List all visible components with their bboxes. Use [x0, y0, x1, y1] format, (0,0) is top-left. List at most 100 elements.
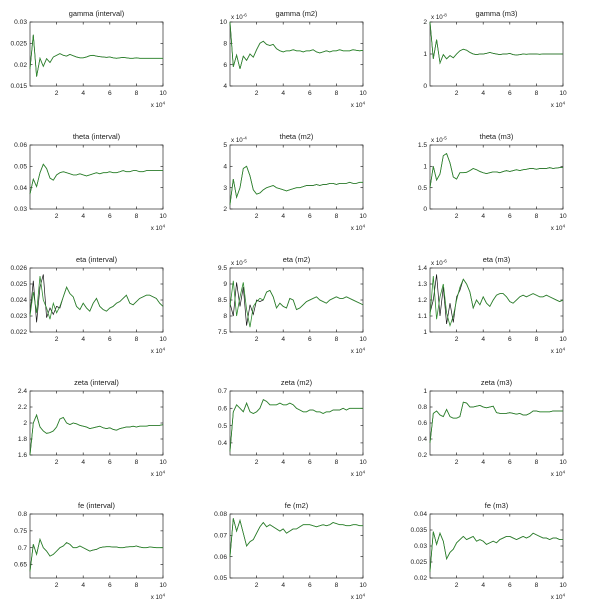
y-tick-label: 8 — [223, 313, 227, 320]
subplot-title: gamma (m3) — [476, 9, 518, 18]
y-tick-label: 8 — [223, 41, 227, 48]
subplot-eta-m3: eta (m3) x 10-6 2 4 6 8 10 x 104 1 1.1 1.2 1.3 1.4 — [400, 246, 600, 369]
trace-line-black — [229, 399, 363, 452]
trace-line-green — [229, 518, 363, 557]
x-tick-label: 10 — [359, 459, 367, 466]
x-tick-label: 6 — [108, 90, 112, 97]
axes-box — [229, 390, 364, 456]
x-tick-label: 8 — [335, 213, 339, 220]
axes-box — [29, 144, 164, 210]
y-tick-label: 0.023 — [10, 313, 27, 320]
x-axis-exponent-label: x 104 — [351, 101, 366, 110]
y-tick-label: 0.025 — [10, 41, 27, 48]
x-tick-label: 8 — [135, 336, 139, 343]
x-tick-label: 4 — [81, 336, 85, 343]
trace-line-black — [229, 21, 364, 69]
subplot-theta-m3: theta (m3) x 10-5 2 4 6 8 10 x 104 0 0.5 1 1.5 — [400, 123, 600, 246]
x-tick-label: 10 — [359, 582, 367, 589]
x-tick-label: 10 — [159, 90, 167, 97]
y-tick-label: 0.5 — [218, 423, 227, 430]
x-tick-label: 4 — [281, 582, 285, 589]
x-tick-label: 2 — [55, 336, 59, 343]
x-tick-label: 6 — [308, 336, 312, 343]
trace-line-black — [29, 538, 163, 572]
x-tick-label: 4 — [481, 459, 485, 466]
subplot-eta-interval: eta (interval) 2 4 6 8 10 x 104 0.022 0.023 0.024… — [0, 246, 200, 369]
y-tick-label: 2.4 — [18, 388, 27, 395]
x-tick-label: 6 — [508, 582, 512, 589]
x-axis-exponent-label: x 104 — [551, 347, 566, 356]
x-axis-exponent-label: x 104 — [551, 470, 566, 479]
x-tick-label: 6 — [108, 213, 112, 220]
trace-line-green — [229, 399, 363, 452]
subplot-title: eta (interval) — [76, 255, 117, 264]
subplot-canvas-theta-m2: theta (m2) x 10-4 2 4 6 8 10 x 104 2 3 4 5 — [223, 132, 367, 232]
x-tick-label: 2 — [55, 213, 59, 220]
subplot-theta-interval: theta (interval) 2 4 6 8 10 x 104 0.03 0.04 0.05 0… — [0, 123, 200, 246]
x-tick-label: 6 — [308, 582, 312, 589]
x-tick-label: 8 — [535, 90, 539, 97]
subplot-title: eta (m3) — [483, 255, 511, 264]
y-tick-label: 2 — [23, 420, 27, 427]
subplot-eta-m2: eta (m2) x 10-5 2 4 6 8 10 x 104 7.5 8 8.5 9 9.5 — [200, 246, 400, 369]
x-tick-label: 2 — [255, 336, 259, 343]
axes-box — [429, 144, 564, 210]
subplot-canvas-fe-m2: fe (m2) 2 4 6 8 10 x 104 0.05 0.06 0.07 0.08 — [214, 501, 367, 602]
x-tick-label: 8 — [335, 90, 339, 97]
axes-box — [429, 513, 564, 579]
x-tick-label: 4 — [81, 459, 85, 466]
subplot-canvas-gamma-interval: gamma (interval) 2 4 6 8 10 x 104 0.015 0.02 0.02… — [10, 9, 167, 109]
trace-line-green — [429, 21, 563, 65]
x-axis-exponent-label: x 104 — [551, 101, 566, 110]
x-tick-label: 8 — [135, 213, 139, 220]
y-tick-label: 1 — [423, 51, 427, 58]
axes-box — [29, 21, 164, 87]
x-tick-label: 8 — [135, 459, 139, 466]
x-axis-exponent-label: x 104 — [551, 593, 566, 602]
y-tick-label: 0.06 — [14, 142, 27, 149]
y-tick-label: 0.02 — [414, 575, 427, 582]
trace-line-green — [29, 413, 164, 456]
x-tick-label: 6 — [508, 336, 512, 343]
x-tick-label: 10 — [159, 582, 167, 589]
trace-line-black — [229, 165, 363, 205]
subplot-title: fe (m3) — [485, 501, 508, 510]
x-tick-label: 10 — [559, 336, 567, 343]
trace-line-black — [429, 274, 564, 325]
x-tick-label: 4 — [281, 459, 285, 466]
x-tick-label: 10 — [159, 459, 167, 466]
x-tick-label: 4 — [81, 582, 85, 589]
y-tick-label: 7.5 — [218, 329, 227, 336]
x-tick-label: 6 — [308, 459, 312, 466]
y-tick-label: 0.025 — [10, 281, 27, 288]
x-tick-label: 4 — [481, 582, 485, 589]
trace-line-green — [429, 275, 564, 327]
y-axis-exponent-label: x 10-6 — [231, 13, 247, 22]
trace-line-black — [229, 282, 364, 326]
subplot-title: fe (m2) — [285, 501, 308, 510]
axes-box — [429, 267, 564, 333]
x-tick-label: 2 — [55, 459, 59, 466]
y-tick-label: 1 — [423, 164, 427, 171]
y-tick-label: 0.4 — [418, 436, 427, 443]
x-tick-label: 2 — [255, 582, 259, 589]
y-tick-label: 3 — [223, 185, 227, 192]
x-tick-label: 2 — [55, 582, 59, 589]
subplot-canvas-gamma-m2: gamma (m2) x 10-6 2 4 6 8 10 x 104 4 6 8 10 — [220, 9, 367, 110]
x-tick-label: 4 — [281, 213, 285, 220]
y-tick-label: 0.5 — [418, 185, 427, 192]
y-tick-label: 0.6 — [218, 405, 227, 412]
y-tick-label: 0.025 — [410, 559, 427, 566]
trace-line-green — [429, 401, 563, 444]
x-axis-exponent-label: x 104 — [151, 593, 166, 602]
y-tick-label: 0.035 — [410, 527, 427, 534]
x-axis-exponent-label: x 104 — [351, 593, 366, 602]
y-tick-label: 0.03 — [14, 206, 27, 213]
y-tick-label: 0.015 — [10, 83, 27, 90]
y-tick-label: 0.05 — [214, 575, 227, 582]
x-tick-label: 2 — [455, 90, 459, 97]
y-axis-exponent-label: x 10-4 — [231, 136, 247, 145]
subplot-title: theta (interval) — [73, 132, 120, 141]
axes-box — [29, 513, 164, 579]
x-tick-label: 10 — [359, 336, 367, 343]
